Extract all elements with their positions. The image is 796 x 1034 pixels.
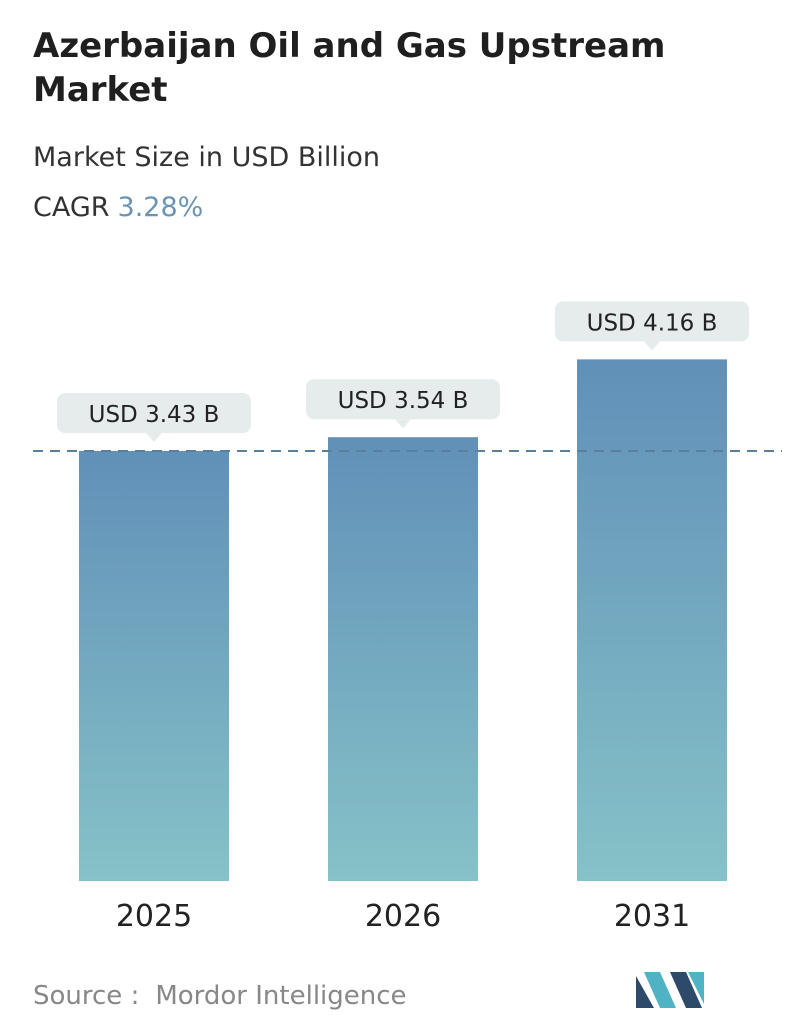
- value-label-pointer: [146, 433, 162, 442]
- bar-2026: [328, 437, 478, 881]
- value-label-2025: USD 3.43 B: [57, 393, 251, 442]
- source-label: Source :: [33, 981, 140, 1011]
- value-label-pointer: [644, 341, 660, 351]
- x-tick-2026: 2026: [365, 899, 441, 934]
- x-tick-2031: 2031: [614, 899, 690, 934]
- value-label-2031: USD 4.16 B: [555, 301, 749, 351]
- value-label-text: USD 3.43 B: [89, 402, 220, 428]
- x-tick-labels-group: 2025 2026 2031: [116, 899, 690, 934]
- value-label-box: [555, 301, 749, 342]
- bar-2031: [577, 359, 727, 881]
- bars-group: [79, 359, 727, 881]
- chart-title: Azerbaijan Oil and Gas Upstream Market: [33, 26, 666, 110]
- mordor-logo-icon: [636, 972, 704, 1008]
- cagr-value: 3.28%: [117, 192, 204, 223]
- value-label-pointer: [395, 419, 411, 429]
- value-label-text: USD 4.16 B: [587, 310, 718, 336]
- x-tick-2025: 2025: [116, 899, 192, 934]
- source-line: Source : Mordor Intelligence: [33, 978, 407, 1014]
- chart-subtitle: Market Size in USD Billion: [33, 142, 381, 173]
- value-labels-group: USD 3.43 B USD 3.54 B USD 4.16 B: [57, 301, 749, 442]
- source-name: Mordor Intelligence: [155, 981, 407, 1011]
- cagr-label: CAGR: [33, 192, 110, 223]
- value-label-2026: USD 3.54 B: [306, 379, 500, 429]
- value-label-box: [57, 393, 251, 433]
- bar-2025: [79, 451, 229, 881]
- value-label-box: [306, 379, 500, 420]
- cagr-line: CAGR 3.28%: [33, 190, 203, 226]
- value-label-text: USD 3.54 B: [338, 388, 469, 414]
